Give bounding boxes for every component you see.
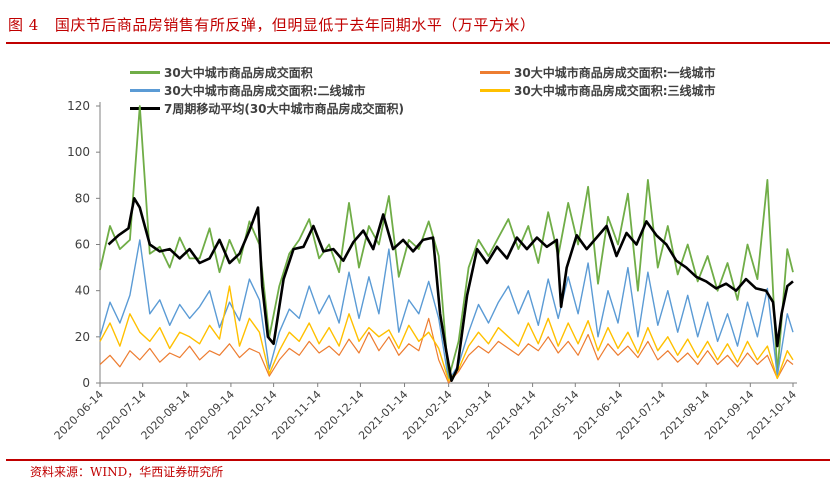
legend-item-tier2: 30大中城市商品房成交面积:二线城市 — [130, 82, 366, 99]
y-tick-label: 40 — [75, 284, 90, 298]
footer-divider — [6, 459, 830, 461]
series-lines — [99, 105, 794, 384]
y-tick-label: 120 — [67, 99, 90, 113]
legend-label-ma7: 7周期移动平均(30大中城市商品房成交面积) — [164, 102, 405, 116]
y-tick-label: 100 — [67, 145, 90, 159]
legend-item-total: 30大中城市商品房成交面积 — [130, 64, 313, 81]
figure-label: 图 4 — [8, 16, 39, 34]
legend-label-total: 30大中城市商品房成交面积 — [164, 66, 313, 80]
chart-title: 图 4 国庆节后商品房销售有所反弹，但明显低于去年同期水平（万平方米） — [8, 14, 535, 35]
axes: 0204060801001202020-06-142020-07-142020-… — [52, 99, 799, 442]
legend-label-tier1: 30大中城市商品房成交面积:一线城市 — [514, 66, 716, 80]
y-tick-label: 0 — [82, 376, 90, 390]
title-text: 国庆节后商品房销售有所反弹，但明显低于去年同期水平（万平方米） — [54, 16, 536, 34]
y-tick-label: 80 — [75, 191, 90, 205]
legend-swatch-tier1 — [480, 71, 510, 74]
series-tier3-line — [99, 285, 794, 382]
legend-swatch-ma7 — [130, 107, 160, 110]
legend-item-ma7: 7周期移动平均(30大中城市商品房成交面积) — [130, 100, 404, 117]
series-total-line — [99, 105, 794, 380]
series-ma7-line — [107, 197, 794, 383]
series-tier1-line — [99, 317, 794, 384]
legend-item-tier1: 30大中城市商品房成交面积:一线城市 — [480, 64, 716, 81]
legend-swatch-tier2 — [130, 89, 160, 92]
legend-item-tier3: 30大中城市商品房成交面积:三线城市 — [480, 82, 716, 99]
legend-label-tier2: 30大中城市商品房成交面积:二线城市 — [164, 84, 366, 98]
title-divider — [6, 42, 830, 44]
y-tick-label: 20 — [75, 330, 90, 344]
y-tick-label: 60 — [75, 238, 90, 252]
legend-swatch-total — [130, 71, 160, 74]
legend-label-tier3: 30大中城市商品房成交面积:三线城市 — [514, 84, 716, 98]
legend-swatch-tier3 — [480, 89, 510, 92]
source-note: 资料来源：WIND，华西证券研究所 — [30, 465, 224, 479]
